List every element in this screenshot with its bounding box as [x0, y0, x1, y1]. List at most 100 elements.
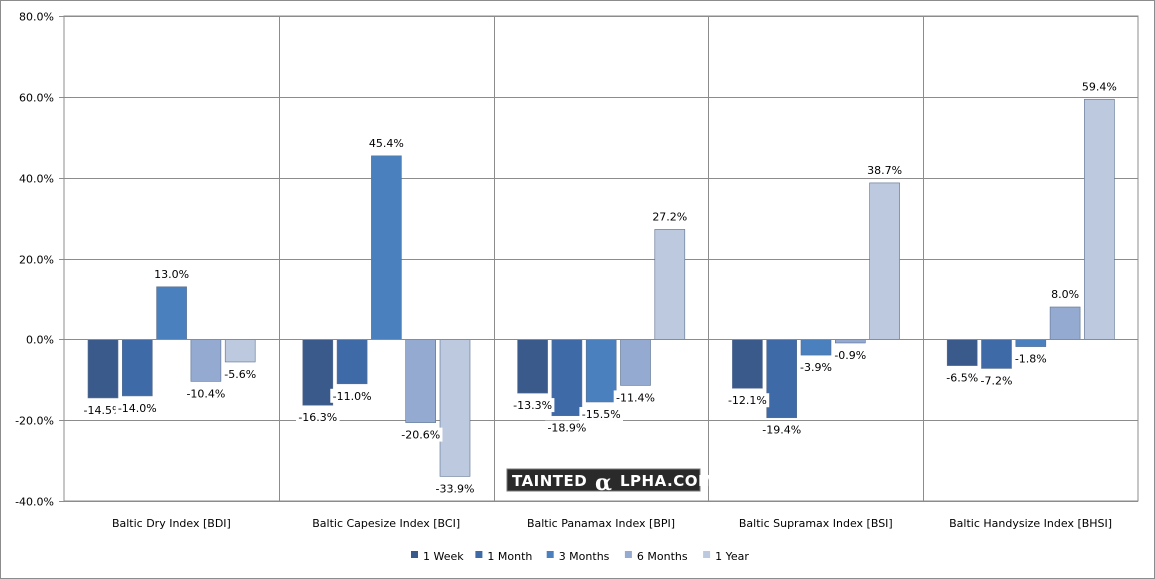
data-label: -7.2%	[981, 374, 1013, 387]
data-label-bg	[1080, 79, 1118, 94]
legend-label: 6 Months	[637, 550, 688, 563]
data-label-bg	[398, 427, 443, 442]
data-label-bg	[831, 347, 869, 362]
legend-swatch	[475, 551, 483, 558]
bar-6-months	[405, 339, 437, 423]
data-label: -12.1%	[728, 394, 767, 407]
bar-3-months	[371, 155, 402, 340]
bar-6-months	[190, 339, 222, 382]
legend-swatch	[703, 551, 711, 558]
bar-1-month	[981, 339, 1012, 369]
axes: -40.0% -20.0% 0.0% 20.0% 40.0% 60.0% 80.0% Balt…	[15, 11, 1138, 530]
legend: 1 Week 1 Month 3 Months 6 Months 1 Year	[411, 550, 749, 563]
bar-3-months	[1015, 339, 1047, 347]
data-label: 38.7%	[867, 164, 902, 177]
bar-6-months	[1049, 306, 1081, 340]
bar-1-month	[766, 339, 798, 419]
bars	[87, 98, 1115, 477]
x-category-label: Baltic Panamax Index [BPI]	[527, 517, 675, 530]
y-tick-label: 60.0%	[19, 92, 54, 105]
legend-label: 1 Year	[715, 550, 749, 563]
data-label-bg	[296, 410, 340, 425]
data-label: -0.9%	[834, 349, 866, 362]
watermark-prefix: TAINTED	[512, 472, 587, 490]
bar-1-year	[439, 339, 471, 477]
data-label: -33.9%	[436, 482, 475, 495]
legend-swatch	[546, 551, 554, 558]
data-label-bg	[651, 209, 689, 224]
data-label: -10.4%	[186, 387, 225, 400]
data-label: -6.5%	[946, 372, 978, 385]
bar-3-months	[585, 339, 617, 403]
data-label: 27.2%	[652, 210, 687, 223]
x-category-label: Baltic Handysize Index [BHSI]	[949, 517, 1112, 530]
data-label-bg	[545, 420, 589, 435]
legend-swatch	[624, 551, 632, 558]
bar-6-months	[620, 339, 651, 386]
bar-3-months	[800, 339, 832, 356]
data-label-bg	[725, 393, 770, 408]
data-label: 59.4%	[1082, 80, 1117, 93]
data-label-bg	[1049, 287, 1081, 301]
data-label-bg	[433, 481, 477, 496]
data-label-bg	[153, 266, 191, 281]
y-tick-label: 0.0%	[26, 334, 54, 347]
data-label-bg	[330, 388, 374, 403]
bar-1-year	[224, 339, 256, 363]
legend-label: 1 Week	[423, 550, 464, 563]
y-tick-label: 80.0%	[19, 11, 54, 24]
data-label-bg	[1012, 351, 1050, 366]
data-label-bg	[579, 406, 623, 421]
data-label: -11.4%	[616, 391, 655, 404]
data-label: -16.3%	[298, 411, 337, 424]
watermark-alpha: α	[595, 470, 612, 496]
data-label: 45.4%	[369, 137, 404, 150]
data-label-bg	[797, 360, 835, 375]
x-category-label: Baltic Dry Index [BDI]	[112, 517, 231, 530]
bar-1-year	[654, 229, 686, 340]
watermark-logo: TAINTED α LPHA.COM	[506, 468, 713, 496]
y-tick-label: 20.0%	[19, 254, 54, 267]
data-label-bg	[221, 366, 259, 381]
data-labels: -14.5% -16.3% -13.3% -12.1% -6.5% -14.0% -11.0…	[81, 79, 1118, 496]
gridlines	[63, 15, 1139, 502]
bar-1-week	[946, 339, 978, 366]
data-label-bg	[759, 422, 804, 437]
data-label: -1.8%	[1015, 353, 1047, 366]
data-label: -18.9%	[547, 422, 586, 435]
bar-1-year	[869, 182, 900, 340]
y-tick-label: -40.0%	[15, 496, 54, 509]
data-label-bg	[978, 373, 1015, 388]
data-label-bg	[367, 135, 405, 150]
bar-1-week	[517, 339, 548, 394]
bar-1-week	[732, 339, 763, 389]
bar-1-month	[336, 339, 368, 385]
data-label: -3.9%	[800, 361, 832, 374]
data-label-bg	[81, 402, 125, 417]
data-label: -11.0%	[333, 390, 372, 403]
data-label: 8.0%	[1051, 288, 1079, 301]
bar-1-month	[122, 339, 153, 397]
bar-1-week	[87, 339, 119, 399]
data-label: -5.6%	[224, 368, 256, 381]
data-label: -14.0%	[118, 402, 157, 415]
bar-3-months	[156, 286, 187, 340]
data-label: -15.5%	[582, 408, 621, 421]
x-category-label: Baltic Capesize Index [BCI]	[312, 517, 460, 530]
data-label-bg	[115, 400, 160, 415]
data-label-bg	[943, 370, 981, 385]
watermark-suffix: LPHA.COM	[620, 472, 713, 490]
bar-1-week	[302, 339, 334, 406]
watermark-background	[506, 468, 701, 492]
y-tick-label: -20.0%	[15, 415, 54, 428]
data-label-bg	[613, 390, 658, 405]
legend-label: 3 Months	[559, 550, 610, 563]
bar-1-year	[1084, 98, 1115, 340]
data-label-bg	[866, 162, 904, 177]
data-label: -19.4%	[762, 424, 801, 437]
x-category-label: Baltic Supramax Index [BSI]	[739, 517, 893, 530]
bar-1-month	[551, 339, 583, 417]
y-tick-label: 40.0%	[19, 173, 54, 186]
